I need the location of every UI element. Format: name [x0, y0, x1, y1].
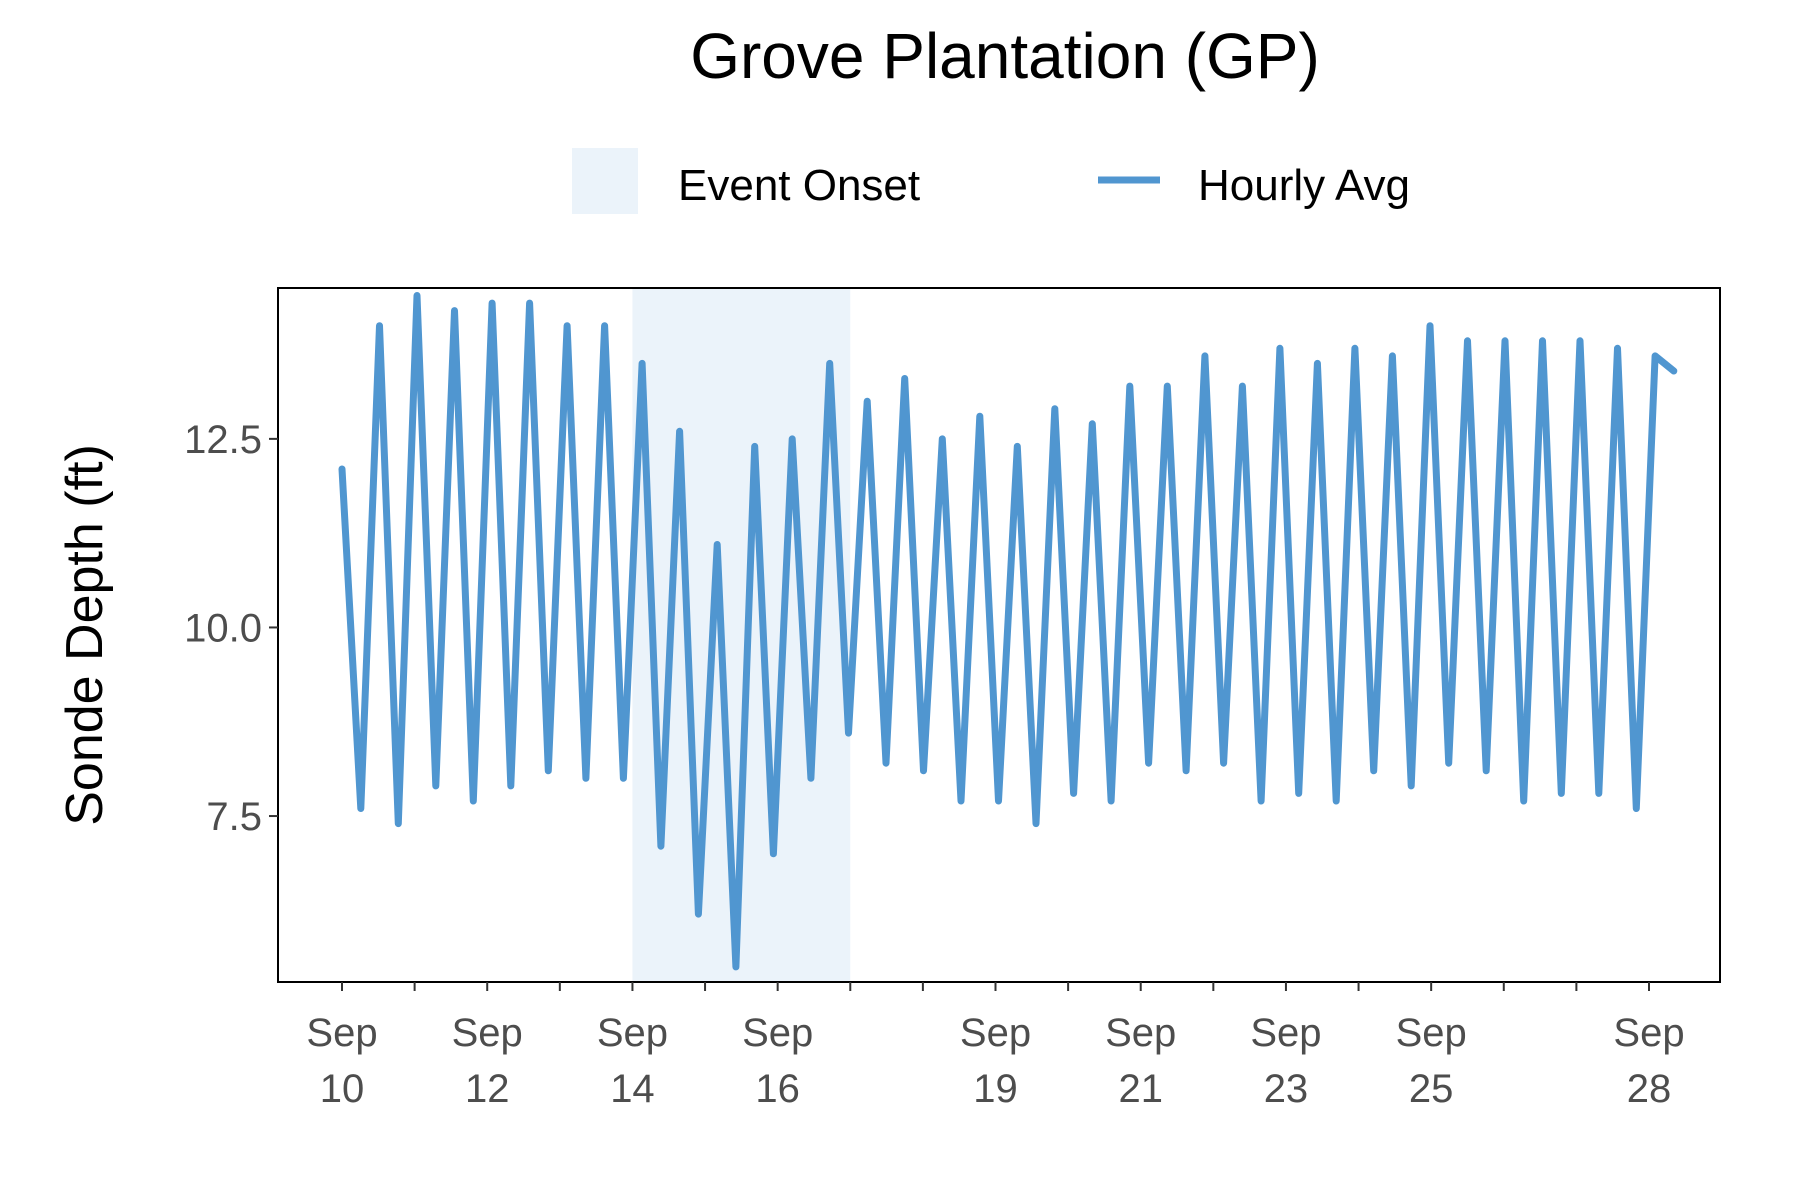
y-axis-title: Sonde Depth (ft) — [56, 444, 114, 826]
x-tick-label: Sep 19 — [960, 1011, 1031, 1111]
legend-label-hourly-avg: Hourly Avg — [1198, 161, 1410, 210]
x-tick-label: Sep 10 — [306, 1011, 377, 1111]
y-tick-label: 7.5 — [206, 795, 262, 839]
y-tick-label: 12.5 — [184, 418, 262, 462]
legend: Event Onset Hourly Avg — [572, 148, 1410, 214]
plot-border — [277, 287, 1721, 983]
y-tick-label: 10.0 — [184, 606, 262, 650]
legend-key-event-onset — [572, 148, 638, 214]
x-tick-label: Sep 14 — [597, 1011, 668, 1111]
x-axis: Sep 10 Sep 12 Sep 14 Sep 16 Sep 19 Sep 21 Sep 23 Sep 25… — [306, 982, 1685, 1111]
x-tick-label: Sep 21 — [1105, 1011, 1176, 1111]
x-tick-label: Sep 12 — [452, 1011, 523, 1111]
plot-area — [277, 287, 1721, 983]
series-line-hourly-avg — [338, 292, 1678, 971]
legend-label-event-onset: Event Onset — [678, 161, 920, 210]
x-tick-label: Sep 28 — [1613, 1011, 1684, 1111]
x-tick-label: Sep 16 — [742, 1011, 813, 1111]
x-tick-label: Sep 23 — [1250, 1011, 1321, 1111]
y-axis: 7.5 10.0 12.5 — [184, 418, 278, 839]
chart-title: Grove Plantation (GP) — [690, 20, 1320, 92]
x-tick-label: Sep 25 — [1396, 1011, 1467, 1111]
